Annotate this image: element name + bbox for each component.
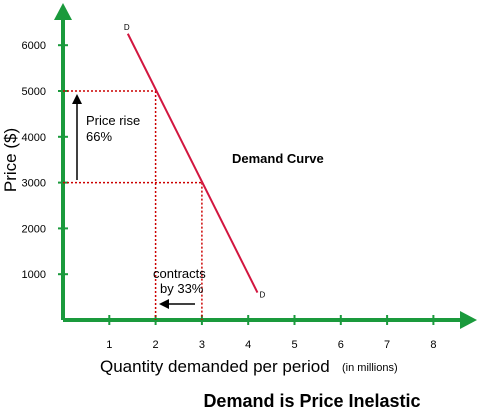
x-tick-label: 1 bbox=[106, 339, 112, 351]
price-rise-percent: 66% bbox=[86, 129, 112, 144]
demand-curve-start-label: D bbox=[124, 23, 130, 32]
y-tick-label: 6000 bbox=[22, 40, 46, 52]
x-tick-label: 6 bbox=[338, 339, 344, 351]
x-tick-label: 5 bbox=[291, 339, 297, 351]
contracts-percent: by 33% bbox=[160, 281, 204, 296]
y-axis-arrowhead bbox=[54, 3, 72, 20]
y-tick-label: 2000 bbox=[22, 223, 46, 235]
x-tick-label: 8 bbox=[430, 339, 436, 351]
x-tick-label: 2 bbox=[153, 339, 159, 351]
demand-curve-label: Demand Curve bbox=[232, 151, 324, 166]
x-tick-label: 4 bbox=[245, 339, 251, 351]
y-tick-label: 1000 bbox=[22, 269, 46, 281]
x-tick-label: 3 bbox=[199, 339, 205, 351]
contracts-label: contracts bbox=[153, 266, 206, 281]
y-tick-label: 5000 bbox=[22, 86, 46, 98]
y-tick-label: 3000 bbox=[22, 178, 46, 190]
price-rise-label: Price rise bbox=[86, 113, 140, 128]
y-tick-label: 4000 bbox=[22, 132, 46, 144]
x-axis-unit: (in millions) bbox=[342, 362, 398, 374]
chart-caption: Demand is Price Inelastic bbox=[203, 391, 420, 410]
x-axis-title: Quantity demanded per period bbox=[100, 357, 330, 376]
y-axis-title: Price ($) bbox=[1, 128, 20, 192]
x-tick-label: 7 bbox=[384, 339, 390, 351]
x-axis-arrowhead bbox=[460, 311, 477, 329]
demand-curve-line bbox=[126, 33, 259, 293]
demand-curve-end-label: D bbox=[259, 291, 265, 300]
